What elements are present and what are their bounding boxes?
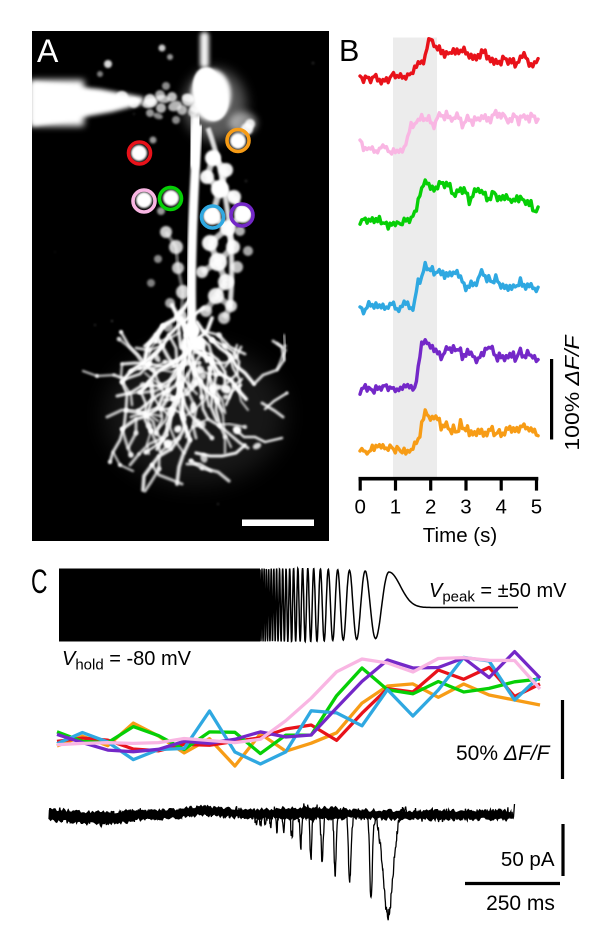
svg-text:1: 1	[390, 496, 401, 519]
svg-text:4: 4	[495, 496, 506, 519]
svg-text:A: A	[37, 33, 59, 69]
svg-text:Vpeak = ±50 mV: Vpeak = ±50 mV	[429, 580, 567, 606]
svg-text:100% ΔF/F: 100% ΔF/F	[562, 334, 584, 451]
svg-text:Time (s): Time (s)	[423, 524, 497, 547]
svg-text:250 ms: 250 ms	[486, 892, 555, 915]
svg-text:Vhold = -80 mV: Vhold = -80 mV	[62, 648, 192, 674]
svg-text:C: C	[31, 563, 48, 601]
svg-text:B: B	[339, 34, 359, 68]
svg-text:3: 3	[460, 496, 471, 519]
svg-text:5: 5	[531, 496, 542, 519]
svg-text:0: 0	[354, 496, 365, 519]
svg-text:50% ΔF/F: 50% ΔF/F	[456, 742, 551, 765]
svg-text:2: 2	[425, 496, 436, 519]
svg-text:50 pA: 50 pA	[501, 848, 555, 871]
